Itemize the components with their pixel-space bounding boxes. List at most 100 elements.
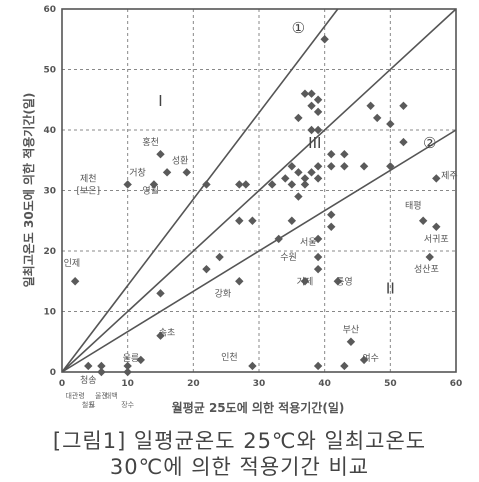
data-point: [274, 234, 283, 244]
y-tick-label: 40: [43, 126, 56, 136]
y-axis-label: 일최고온도 30도에 의한 적용기간(일): [21, 93, 36, 288]
data-point: [340, 162, 349, 171]
point-label: 홍천: [142, 136, 159, 148]
data-point: [70, 277, 80, 286]
point-label: 부산: [343, 325, 360, 336]
x-tick-label: 0: [59, 379, 65, 389]
point-label: 거제: [297, 276, 314, 287]
y-tick-label: 50: [43, 66, 56, 76]
point-label: 속초: [159, 328, 176, 339]
data-point: [287, 216, 297, 225]
point-label: 성산포: [414, 264, 439, 275]
data-point: [235, 180, 244, 189]
data-point: [97, 361, 106, 371]
data-point: [307, 125, 316, 135]
data-point: [202, 180, 211, 189]
plot-border: [61, 8, 457, 373]
data-point: [313, 174, 323, 183]
data-point: [399, 101, 408, 110]
point-label: 서울: [300, 237, 317, 248]
data-point: [340, 361, 349, 371]
data-point: [313, 361, 323, 371]
data-point: [300, 89, 310, 98]
y-tick-label: 30: [43, 187, 56, 197]
data-point: [182, 168, 191, 177]
data-point: [327, 162, 336, 171]
figure-caption-line-2: 30℃에 의한 적용기간 비교: [109, 455, 370, 479]
data-point: [313, 95, 323, 104]
data-point: [281, 174, 290, 183]
point-label: 인천: [221, 352, 238, 363]
x-tick-label: 40: [318, 379, 331, 389]
data-point: [320, 35, 329, 44]
point-label: 울릉: [123, 353, 140, 364]
x-tick-label: 30: [253, 379, 266, 389]
data-point: [432, 174, 441, 183]
point-label: 강화: [215, 288, 232, 299]
bottom-station-label: 철원: [82, 400, 95, 409]
chart-frame: [61, 8, 457, 373]
point-label: 태평: [405, 201, 422, 212]
region-label: ②: [423, 134, 436, 152]
point-label: 거창: [129, 167, 146, 178]
point-label: 서귀포: [424, 234, 449, 245]
data-point: [359, 355, 369, 365]
data-point: [156, 289, 165, 298]
point-label: 수원: [280, 252, 297, 263]
data-point: [313, 107, 323, 117]
data-points: [70, 35, 441, 377]
data-point: [267, 180, 277, 189]
y-tick-label: 10: [43, 308, 56, 318]
x-tick-label: 60: [450, 379, 463, 389]
point-label: 여수: [362, 352, 379, 364]
data-point: [307, 101, 316, 110]
data-point: [202, 264, 211, 274]
data-point: [327, 150, 336, 159]
data-point: [432, 222, 441, 231]
data-point: [241, 180, 251, 189]
data-point: [123, 367, 132, 377]
data-point: [373, 113, 382, 123]
data-point: [97, 367, 106, 377]
data-point: [313, 252, 323, 262]
bottom-station-label: 태백: [105, 391, 118, 400]
data-point: [307, 89, 316, 98]
data-point: [340, 150, 349, 159]
point-label: 인제: [64, 258, 81, 269]
data-point: [307, 168, 316, 177]
data-point: [300, 174, 310, 183]
bottom-station-label: 대관령: [65, 391, 84, 400]
data-point: [84, 361, 93, 371]
data-point: [359, 162, 369, 171]
data-point: [313, 234, 323, 244]
tick-labels: 0 10 20 30 40 50 60 0 10 20 30 40 50 60: [43, 5, 462, 389]
data-point: [327, 210, 336, 219]
bottom-station-label: 울진: [95, 391, 108, 400]
data-point: [300, 180, 310, 189]
point-label: 청송: [80, 375, 97, 386]
x-tick-label: 10: [121, 379, 134, 389]
data-point: [327, 222, 336, 231]
region-label: I: [158, 92, 162, 110]
data-point: [149, 180, 159, 189]
region-label: III: [308, 134, 321, 152]
y-tick-label: 60: [43, 5, 56, 15]
data-point: [294, 168, 303, 177]
point-label: 제천: [80, 173, 97, 184]
point-label: 제주: [441, 170, 458, 181]
region-label: ①: [292, 19, 305, 37]
data-point: [418, 216, 428, 225]
data-point: [248, 361, 257, 371]
data-point: [294, 192, 303, 201]
data-point: [399, 137, 408, 147]
x-tick-label: 50: [384, 379, 397, 389]
bottom-station-label: 도: [89, 401, 96, 409]
point-label: 성환: [172, 154, 189, 166]
data-point: [215, 252, 224, 262]
data-point: [313, 162, 323, 171]
point-label: 통영: [336, 276, 353, 287]
point-label: 영월: [142, 185, 159, 197]
y-tick-label: 0: [50, 368, 56, 378]
line-3: [61, 8, 457, 373]
